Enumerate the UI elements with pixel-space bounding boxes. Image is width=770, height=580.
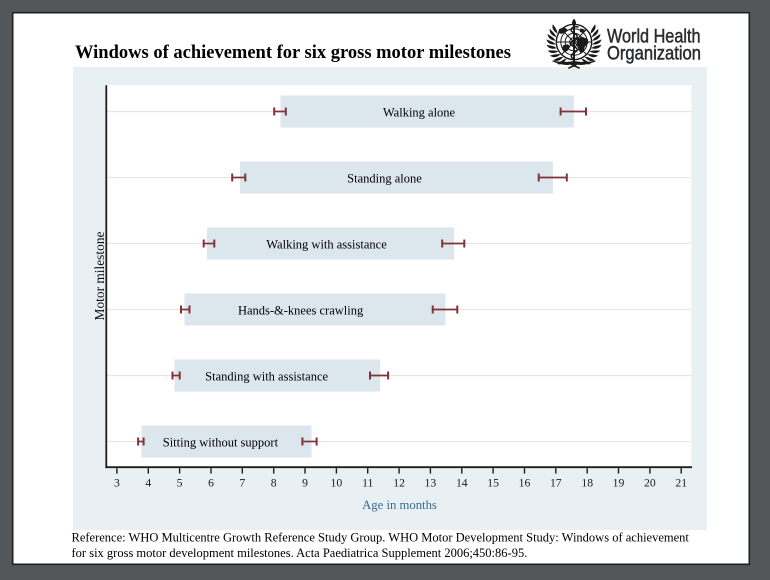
svg-text:20: 20	[644, 477, 656, 490]
svg-text:Walking with assistance: Walking with assistance	[266, 237, 387, 251]
svg-text:for six gross motor developmen: for six gross motor development mileston…	[72, 546, 528, 560]
svg-text:19: 19	[613, 477, 625, 490]
svg-text:World Health: World Health	[607, 26, 701, 48]
svg-text:8: 8	[271, 477, 277, 490]
svg-text:7: 7	[239, 477, 245, 490]
svg-text:10: 10	[331, 477, 343, 490]
svg-text:Walking alone: Walking alone	[383, 105, 456, 119]
svg-text:17: 17	[550, 477, 562, 490]
svg-text:Hands-&-knees crawling: Hands-&-knees crawling	[238, 303, 364, 317]
svg-text:Standing alone: Standing alone	[347, 171, 422, 185]
svg-text:11: 11	[362, 477, 373, 490]
svg-text:Age in months: Age in months	[362, 498, 437, 512]
svg-text:9: 9	[302, 477, 308, 490]
svg-text:18: 18	[581, 477, 593, 490]
svg-text:Sitting without support: Sitting without support	[163, 435, 279, 449]
svg-text:Windows of achievement for six: Windows of achievement for six gross mot…	[75, 43, 511, 63]
svg-text:Reference: WHO Multicentre Gro: Reference: WHO Multicentre Growth Refere…	[72, 531, 690, 545]
svg-text:21: 21	[675, 477, 687, 490]
svg-text:5: 5	[177, 477, 183, 490]
svg-text:12: 12	[393, 477, 405, 490]
svg-text:16: 16	[519, 477, 531, 490]
svg-text:14: 14	[456, 477, 468, 490]
svg-text:6: 6	[208, 477, 214, 490]
svg-text:13: 13	[425, 477, 437, 490]
svg-text:Standing with assistance: Standing with assistance	[205, 369, 328, 383]
svg-text:Motor milestone: Motor milestone	[92, 231, 107, 320]
svg-text:15: 15	[487, 477, 499, 490]
svg-text:Organization: Organization	[607, 43, 701, 65]
svg-text:3: 3	[114, 477, 120, 490]
svg-text:4: 4	[145, 477, 151, 490]
